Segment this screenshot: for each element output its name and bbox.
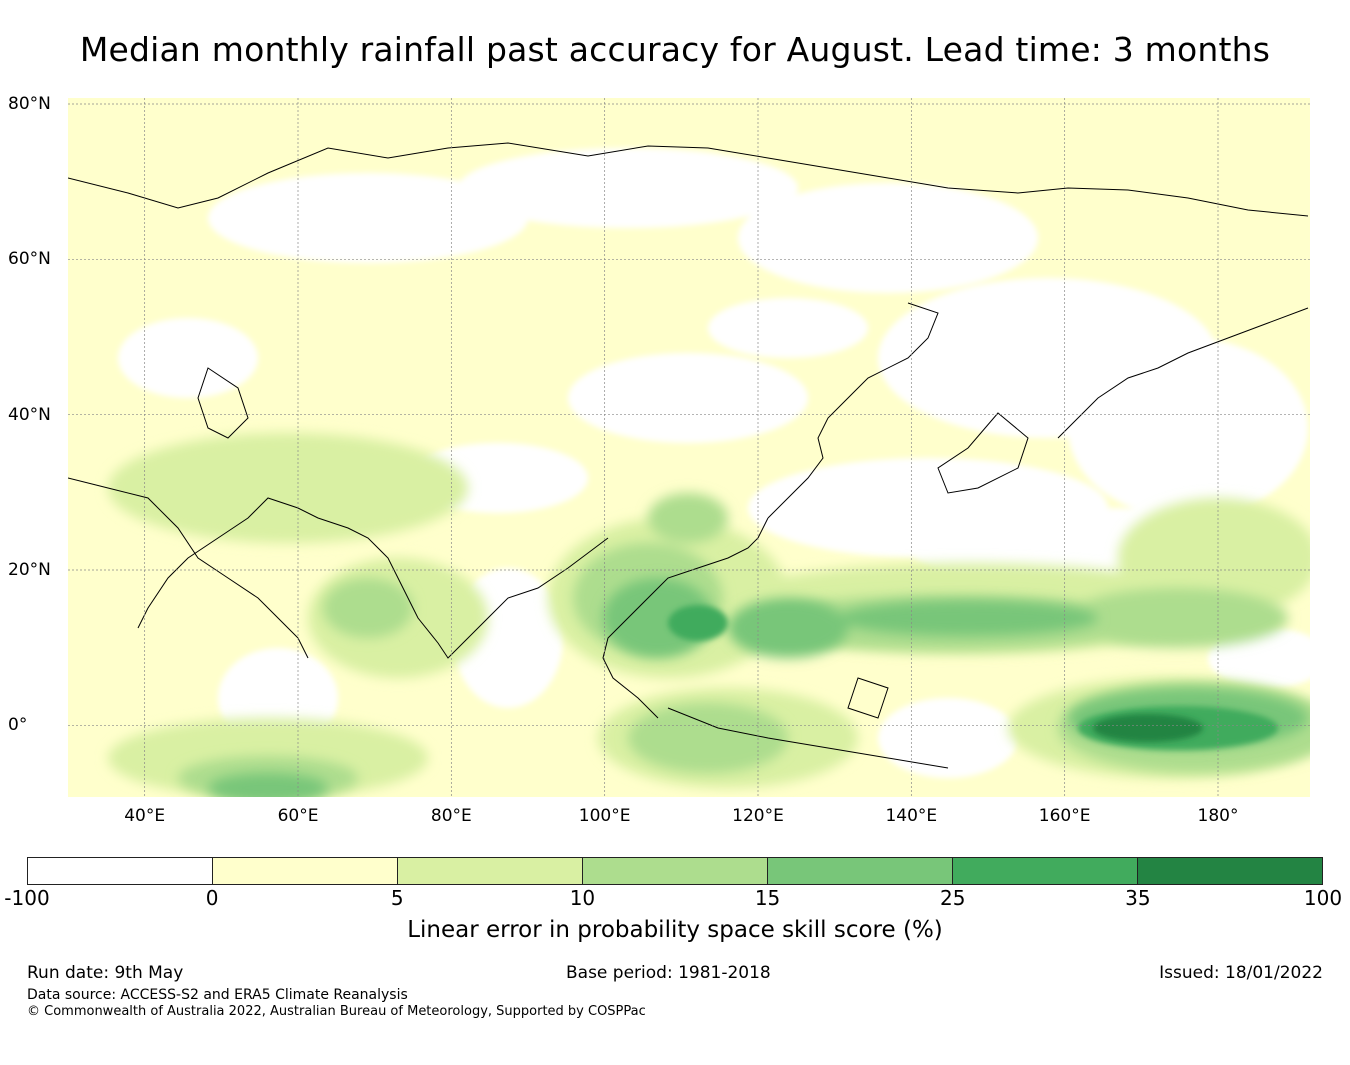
colorbar-segment — [1138, 858, 1322, 884]
longitude-label: 180° — [1197, 806, 1239, 826]
colorbar-segment — [953, 858, 1138, 884]
longitude-label: 120°E — [732, 806, 784, 826]
colorbar-segment — [583, 858, 768, 884]
colorbar-segment — [398, 858, 583, 884]
colorbar-segment — [28, 858, 213, 884]
skill-score-map — [68, 98, 1310, 797]
issued-date: Issued: 18/01/2022 — [1159, 963, 1323, 983]
latitude-label: 40°N — [8, 404, 51, 425]
latitude-label: 0° — [8, 715, 28, 736]
colorbar — [27, 857, 1323, 885]
colorbar-tick-label: 0 — [205, 886, 219, 910]
base-period: Base period: 1981-2018 — [566, 963, 771, 983]
latitude-label: 20°N — [8, 560, 51, 580]
gridlines — [68, 98, 1310, 797]
longitude-label: 40°E — [124, 806, 166, 826]
coastlines — [68, 142, 1309, 769]
colorbar-label: Linear error in probability space skill … — [407, 917, 943, 943]
colorbar-tick-label: 10 — [569, 886, 596, 910]
colorbar-segment — [768, 858, 953, 884]
colorbar-tick-label: 5 — [390, 886, 404, 910]
data-source: Data source: ACCESS-S2 and ERA5 Climate … — [27, 987, 408, 1003]
colorbar-tick-label: 100 — [1303, 886, 1343, 910]
copyright: © Commonwealth of Australia 2022, Austra… — [27, 1004, 646, 1019]
colorbar-tick-label: 25 — [939, 886, 966, 910]
colorbar-tick-label: -100 — [4, 886, 50, 910]
longitude-label: 100°E — [578, 806, 631, 826]
longitude-label: 160°E — [1038, 806, 1091, 826]
longitude-label: 60°E — [277, 806, 319, 826]
colorbar-tick-label: 15 — [754, 886, 781, 910]
map-canvas — [68, 98, 1310, 797]
chart-title: Median monthly rainfall past accuracy fo… — [79, 30, 1271, 69]
run-date: Run date: 9th May — [27, 963, 184, 983]
skill-35-100-patches — [1093, 714, 1203, 742]
longitude-label: 80°E — [430, 806, 472, 826]
latitude-label: 80°N — [8, 94, 51, 114]
longitude-label: 140°E — [885, 806, 938, 826]
colorbar-tick-label: 35 — [1125, 886, 1151, 910]
colorbar-segment — [213, 858, 398, 884]
latitude-label: 60°N — [8, 249, 51, 270]
